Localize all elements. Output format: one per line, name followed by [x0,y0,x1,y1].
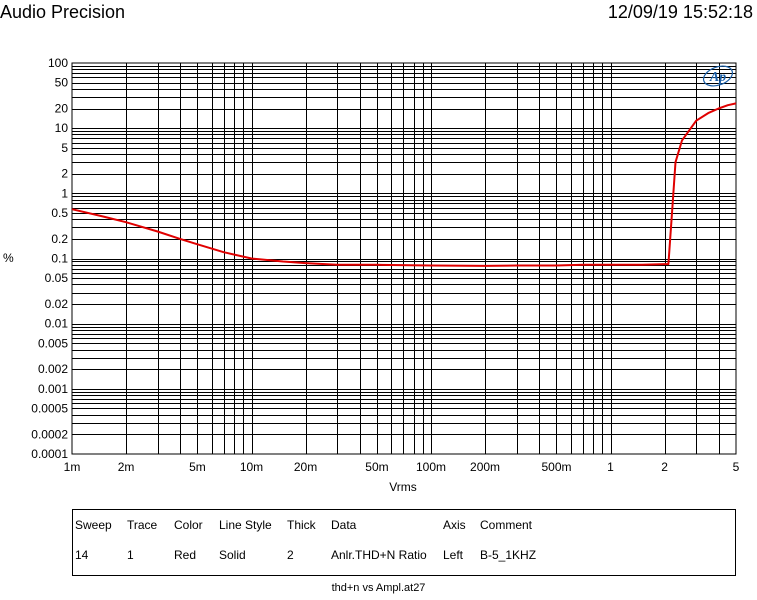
plot-grid [71,62,737,455]
legend-header-sweep: Sweep [75,518,112,532]
timestamp: 12/09/19 15:52:18 [607,2,753,22]
plot-caption: thd+n vs Ampl.at27 [331,582,426,594]
y-tick-label: 5 [61,141,68,155]
x-tick-label: 200m [470,460,500,474]
legend-cell-sweep: 14 [75,548,89,562]
legend-cell-data: Anlr.THD+N Ratio [331,548,427,562]
y-tick-label: 50 [55,76,69,90]
y-tick-label: 0.0001 [31,447,68,461]
y-tick-label: 0.01 [45,317,69,331]
legend-table: Sweep Trace Color Line Style Thick Data … [72,509,736,576]
x-tick-label: 1 [607,460,614,474]
ap-logo-text: Ap [709,70,726,85]
y-tick-label: 0.1 [51,252,68,266]
x-tick-label: 2m [118,460,135,474]
x-tick-label: 1m [64,460,81,474]
y-tick-label: 0.05 [45,271,69,285]
y-tick-label: 1 [61,186,68,200]
x-tick-label: 5m [189,460,206,474]
x-tick-label: 10m [240,460,263,474]
legend-cell-color: Red [174,548,197,562]
y-tick-label: 10 [55,121,69,135]
x-tick-labels: 1m 2m 5m 10m 20m 50m 100m 200m 500m 1 2 5 [64,460,740,474]
x-tick-label: 2 [661,460,668,474]
x-tick-label: 5 [733,460,740,474]
y-axis-label: % [3,251,14,265]
y-tick-label: 20 [55,102,69,116]
x-tick-label: 50m [365,460,388,474]
y-tick-label: 0.0002 [31,427,68,441]
y-tick-label: 0.001 [38,382,68,396]
legend-header-line-style: Line Style [219,518,272,532]
legend-cell-axis: Left [443,548,464,562]
series-layer [71,102,737,267]
y-tick-label: 0.5 [51,206,68,220]
legend-header-thick: Thick [287,518,316,532]
thd-plot: 1m 2m 5m 10m 20m 50m 100m 200m 500m 1 2 5 100502010… [3,56,740,494]
legend-cell-comment: B-5_1KHZ [480,548,537,562]
x-tick-label: 500m [541,460,571,474]
y-tick-label: 0.2 [51,232,68,246]
legend-header-color: Color [174,518,203,532]
y-tick-label: 0.005 [38,336,68,350]
y-tick-label: 2 [61,167,68,181]
ap-logo: Ap [702,65,734,87]
legend-header-data: Data [331,518,357,532]
legend-header-trace: Trace [127,518,158,532]
y-tick-label: 0.002 [38,362,68,376]
series-line-1 [71,102,737,267]
y-tick-labels: 100 50 20 10 5 2 1 0.5 0.2 0.1 0.05 0.02 0.01 0.005 0.… [31,56,68,461]
app-title: Audio Precision [0,2,126,22]
legend-cell-line-style: Solid [219,548,246,562]
x-tick-label: 20m [294,460,317,474]
x-tick-label: 100m [416,460,446,474]
x-axis-label: Vrms [389,480,417,494]
y-tick-label: 0.02 [45,297,69,311]
y-tick-label: 100 [48,56,68,70]
legend-header-comment: Comment [480,518,533,532]
legend-cell-thick: 2 [287,548,294,562]
legend-cell-trace: 1 [127,548,134,562]
y-tick-label: 0.0005 [31,401,68,415]
legend-header-axis: Axis [443,518,466,532]
